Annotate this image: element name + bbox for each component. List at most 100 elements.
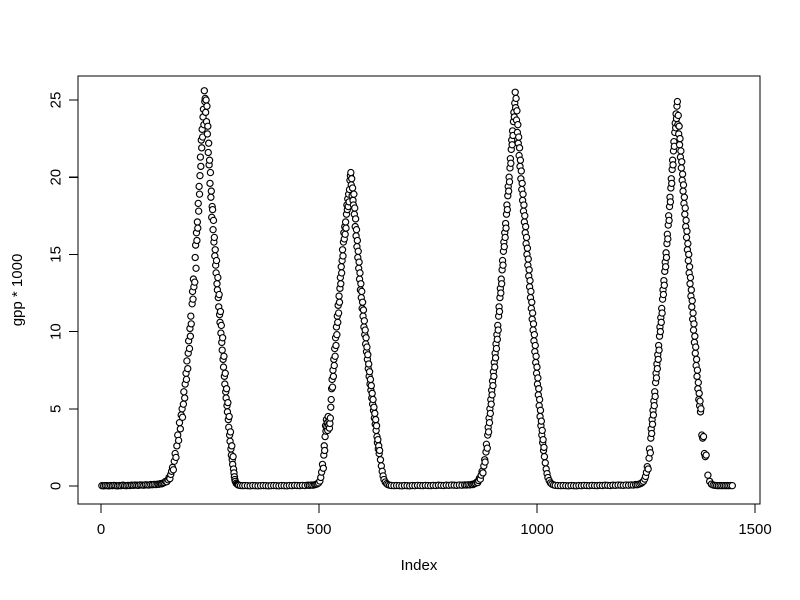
data-point <box>533 363 541 371</box>
data-points-layer <box>98 87 737 490</box>
data-point <box>206 179 214 188</box>
data-point <box>665 216 673 225</box>
data-point <box>693 366 702 374</box>
data-point <box>526 276 534 285</box>
data-point <box>183 357 191 365</box>
data-point <box>209 216 218 225</box>
data-point <box>179 400 188 408</box>
data-point <box>351 204 359 212</box>
data-point <box>696 397 704 405</box>
data-point <box>531 341 539 350</box>
data-point <box>539 436 547 444</box>
y-tick-label: 25 <box>48 92 65 109</box>
data-point <box>522 233 531 242</box>
data-point <box>178 413 187 421</box>
data-point <box>220 352 228 360</box>
data-point <box>528 309 537 317</box>
data-point <box>646 449 655 457</box>
y-tick-label: 10 <box>48 323 65 340</box>
data-point <box>681 204 689 212</box>
data-point <box>187 312 195 320</box>
data-point <box>191 253 199 262</box>
x-tick-label: 500 <box>306 521 331 538</box>
data-point <box>355 258 363 266</box>
data-point <box>674 111 682 120</box>
data-point <box>491 354 500 362</box>
data-point <box>370 403 378 411</box>
data-point <box>680 193 689 201</box>
data-point <box>669 161 677 169</box>
data-point <box>348 175 356 183</box>
data-point <box>348 184 357 192</box>
data-point <box>353 236 362 245</box>
data-point <box>514 121 522 129</box>
data-point <box>692 343 700 351</box>
data-point <box>330 361 338 370</box>
data-point <box>654 355 662 364</box>
data-point <box>676 134 684 143</box>
data-point <box>534 374 542 382</box>
data-point <box>206 168 215 177</box>
data-point <box>204 148 212 157</box>
data-point <box>499 261 507 269</box>
data-point <box>668 179 676 188</box>
data-point <box>328 383 337 391</box>
data-point <box>489 381 497 390</box>
data-point <box>229 452 237 461</box>
data-point <box>500 243 508 251</box>
data-point <box>197 162 205 171</box>
data-point <box>182 375 191 384</box>
data-point <box>205 139 213 147</box>
data-point <box>196 171 204 180</box>
data-point <box>201 108 210 117</box>
data-point <box>332 341 340 350</box>
data-point <box>521 222 530 231</box>
data-point <box>660 281 668 289</box>
data-point <box>487 400 495 408</box>
data-point <box>331 352 339 360</box>
data-point <box>356 269 364 277</box>
data-point <box>519 190 527 198</box>
data-point <box>375 446 384 455</box>
data-point <box>666 198 675 206</box>
data-point <box>679 181 688 189</box>
data-point <box>219 363 228 371</box>
data-point <box>359 306 368 314</box>
data-point <box>207 193 215 201</box>
data-point <box>194 207 203 215</box>
data-point <box>691 332 699 340</box>
data-point <box>357 280 365 288</box>
data-point <box>181 394 189 402</box>
data-point <box>524 255 532 263</box>
data-point <box>512 94 520 103</box>
data-point <box>184 364 192 373</box>
data-point <box>675 122 683 130</box>
data-point <box>193 236 201 245</box>
data-point <box>702 451 710 459</box>
data-point <box>203 130 212 138</box>
x-tick-label: 0 <box>97 521 105 538</box>
data-point <box>374 436 382 444</box>
data-point <box>673 97 682 106</box>
plot-box-border <box>77 75 761 505</box>
data-point <box>664 235 672 243</box>
y-tick-label: 5 <box>48 405 65 413</box>
data-point <box>172 453 180 462</box>
data-point <box>685 250 693 259</box>
data-point <box>372 422 381 430</box>
data-point <box>532 352 540 360</box>
data-point <box>319 464 328 472</box>
data-point <box>169 466 178 474</box>
data-point <box>678 170 687 178</box>
data-point <box>365 368 374 376</box>
data-point <box>327 403 335 411</box>
data-point <box>195 182 203 191</box>
y-axis-ticks: 0 5 10 15 20 25 <box>48 92 78 490</box>
data-point <box>687 286 696 294</box>
data-point <box>515 133 523 141</box>
data-point <box>225 412 233 421</box>
data-point <box>677 147 685 155</box>
data-point <box>494 326 502 334</box>
data-point <box>682 216 690 225</box>
